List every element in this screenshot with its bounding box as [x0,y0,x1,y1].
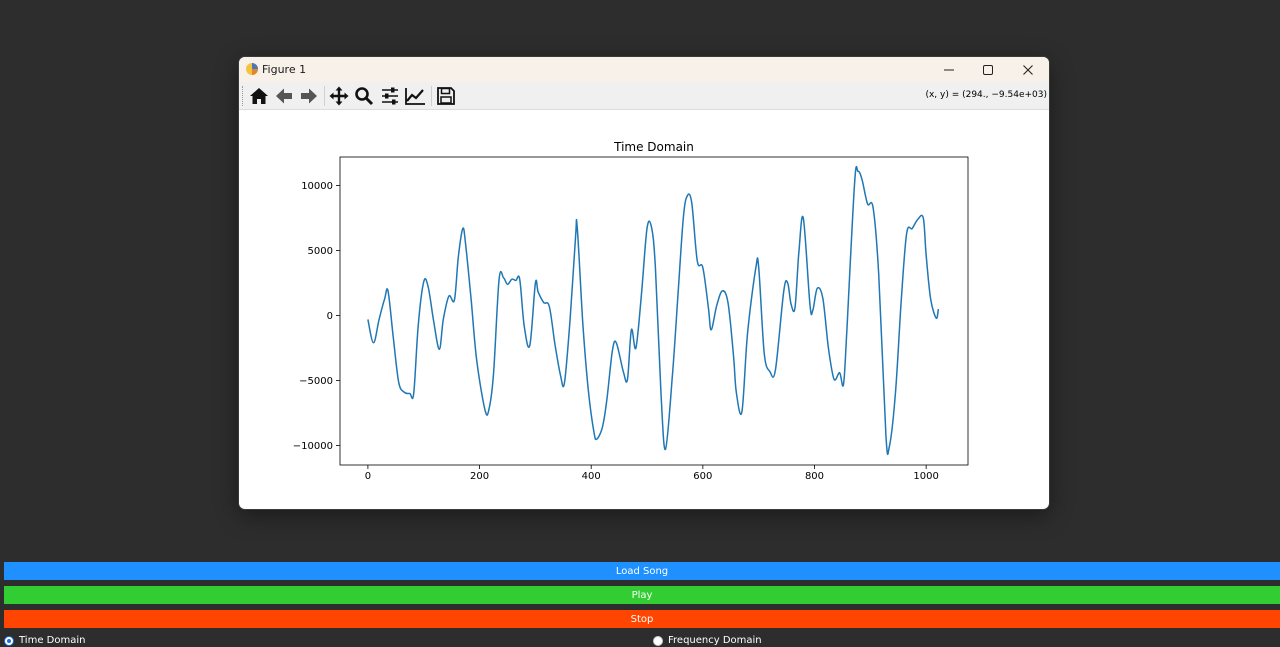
chart-title: Time Domain [613,140,694,154]
matplotlib-app-icon [246,63,258,75]
forward-icon [301,88,317,104]
pan-icon [329,86,349,106]
back-button[interactable] [272,84,296,108]
minimize-button[interactable] [929,57,969,82]
y-tick-label: −10000 [293,441,333,452]
pan-button[interactable] [327,84,351,108]
time-domain-label: Time Domain [19,635,86,646]
y-tick-label: −5000 [299,376,333,387]
edit-axis-icon [405,88,425,105]
forward-button[interactable] [297,84,321,108]
x-tick-label: 200 [470,471,489,482]
maximize-icon [983,64,993,75]
load-song-button[interactable]: Load Song [4,562,1280,580]
x-tick-label: 600 [693,471,712,482]
plot-canvas[interactable]: Time Domain 0 200 400 600 800 1000 −10000 −500… [239,110,1049,509]
frequency-domain-label: Frequency Domain [668,635,762,646]
window-title: Figure 1 [262,63,307,76]
time-domain-radio[interactable] [4,635,14,646]
minimize-icon [944,69,954,70]
save-icon [437,87,455,105]
zoom-icon [355,87,374,106]
back-icon [276,88,292,104]
cursor-coordinates: (x, y) = (294., −9.54e+03) [925,90,1047,100]
frequency-domain-radio[interactable] [653,635,663,646]
axes-background [340,157,968,465]
maximize-button[interactable] [968,57,1008,82]
y-tick-label: 0 [327,311,333,322]
close-icon [1023,64,1033,75]
toolbar-separator [324,86,325,106]
time-domain-option[interactable]: Time Domain [4,634,85,647]
stop-button[interactable]: Stop [4,610,1280,628]
toolbar-separator [431,86,432,106]
home-icon [250,88,268,104]
zoom-button[interactable] [352,84,376,108]
figure-window: Figure 1 [239,57,1049,509]
x-tick-label: 800 [805,471,824,482]
y-tick-label: 10000 [301,181,333,192]
x-axis: 0 200 400 600 800 1000 [365,465,939,482]
toolbar-grip [242,86,245,106]
x-tick-label: 1000 [913,471,938,482]
edit-axis-button[interactable] [403,84,427,108]
play-button[interactable]: Play [4,586,1280,604]
x-tick-label: 400 [582,471,601,482]
frequency-domain-option[interactable]: Frequency Domain [653,634,762,647]
navigation-toolbar: (x, y) = (294., −9.54e+03) [239,82,1049,110]
subplots-icon [382,87,398,105]
axes-frame [339,156,969,466]
home-button[interactable] [247,84,271,108]
series-line [367,166,940,456]
x-tick-label: 0 [365,471,371,482]
save-button[interactable] [434,84,458,108]
close-button[interactable] [1008,57,1048,82]
y-tick-label: 5000 [308,246,333,257]
subplots-button[interactable] [378,84,402,108]
y-axis: −10000 −5000 0 5000 10000 [293,181,340,452]
title-bar: Figure 1 [239,57,1049,82]
